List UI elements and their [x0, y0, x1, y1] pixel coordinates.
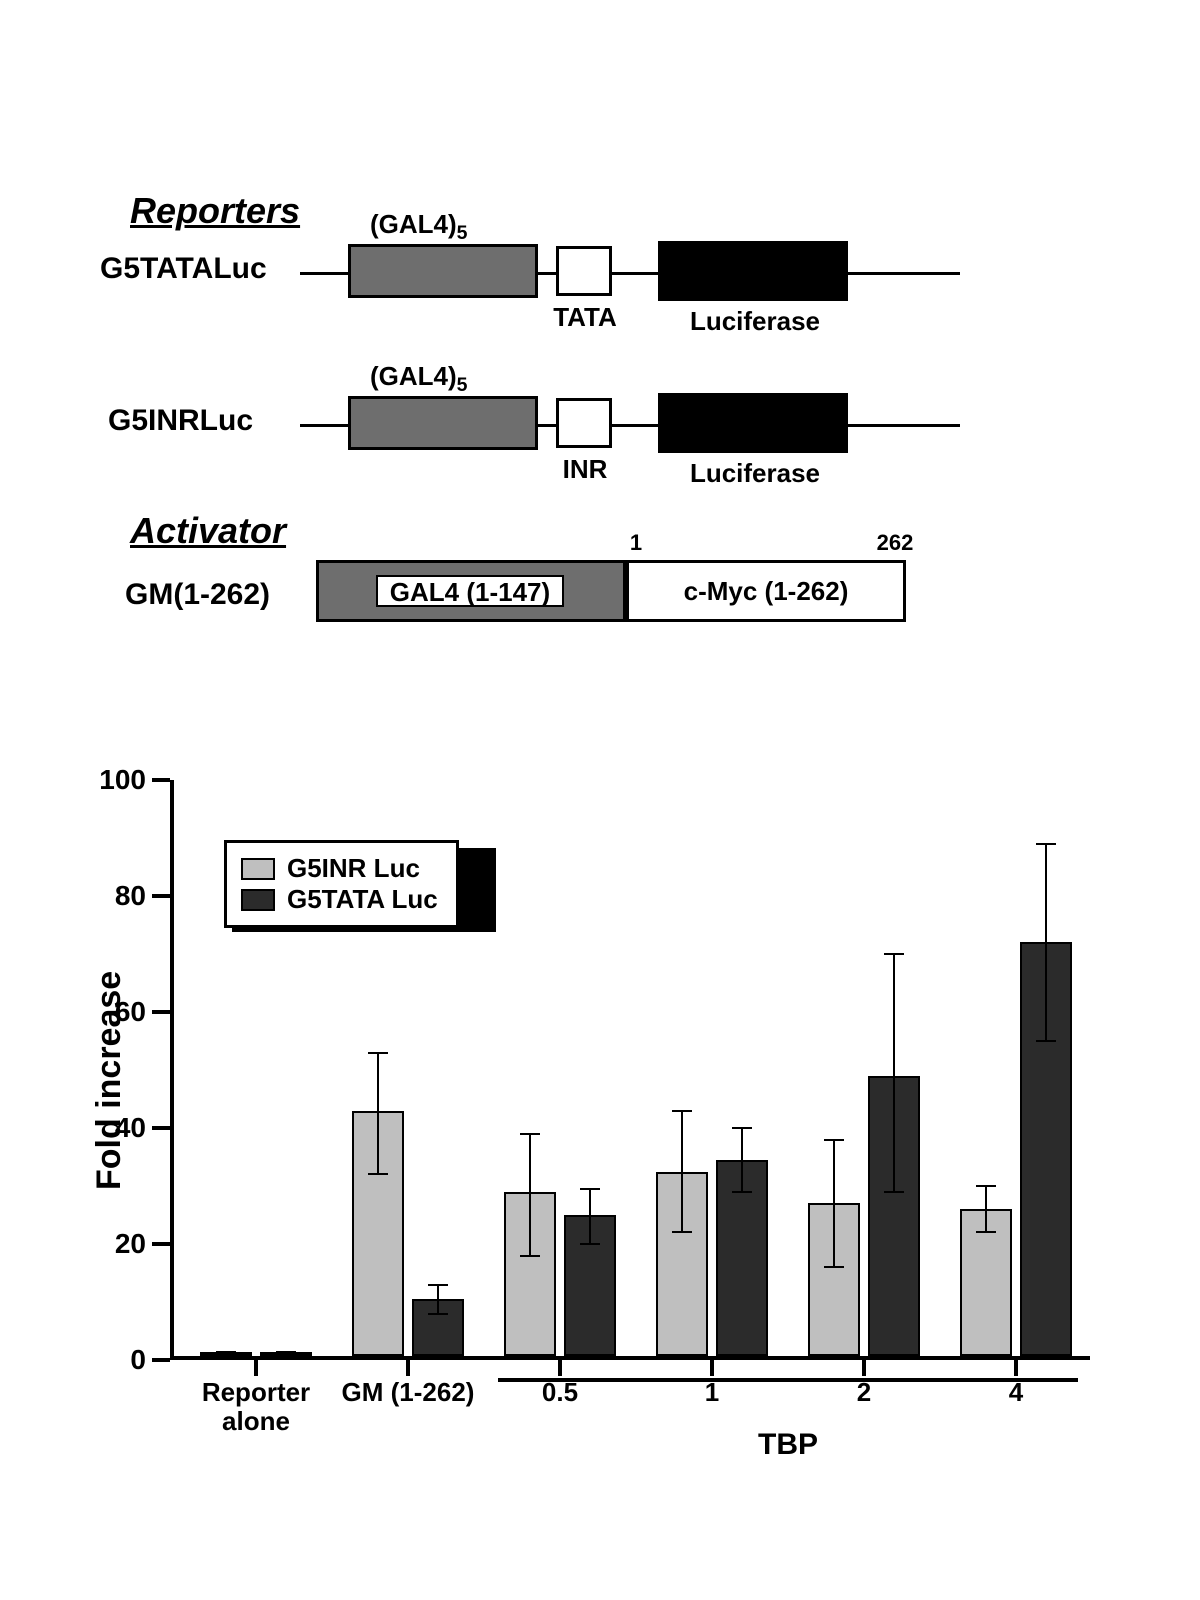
x-tick: [406, 1360, 410, 1376]
errorbar: [1045, 844, 1047, 1041]
errorbar-cap: [216, 1351, 236, 1353]
errorbar-cap: [884, 953, 904, 955]
errorbar: [589, 1189, 591, 1244]
reporter2-luc-label: Luciferase: [660, 458, 850, 489]
reporter1-tata-label: TATA: [548, 302, 622, 333]
errorbar-cap: [520, 1133, 540, 1135]
activator-name: GM(1-262): [125, 578, 270, 612]
errorbar: [833, 1140, 835, 1268]
reporter2-inr-box: [556, 398, 612, 448]
fold-increase-chart: 020406080100ReporteraloneGM (1-262)0.512…: [80, 760, 1120, 1480]
x-tick-label: 4: [1009, 1378, 1023, 1407]
errorbar-cap: [976, 1185, 996, 1187]
errorbar-cap: [672, 1231, 692, 1233]
activator-header: Activator: [130, 510, 286, 552]
errorbar-cap: [732, 1127, 752, 1129]
errorbar-cap: [824, 1139, 844, 1141]
y-tick: [152, 1126, 170, 1130]
errorbar-cap: [368, 1173, 388, 1175]
reporter1-gal4-text: (GAL4): [370, 209, 457, 239]
y-tick: [152, 1242, 170, 1246]
errorbar: [437, 1285, 439, 1314]
reporter2-gal4-text: (GAL4): [370, 361, 457, 391]
reporter1-gal4-label: (GAL4)5: [370, 209, 468, 245]
errorbar: [529, 1134, 531, 1256]
x-tick: [558, 1360, 562, 1376]
reporter1-gal4-sub: 5: [457, 222, 468, 244]
reporter1-luc-label: Luciferase: [660, 306, 850, 337]
y-axis-label: Fold increase: [90, 971, 129, 1190]
reporter1-tata-box: [556, 246, 612, 296]
errorbar-cap: [580, 1188, 600, 1190]
reporter2-name: G5INRLuc: [108, 404, 253, 438]
errorbar-cap: [216, 1355, 236, 1357]
errorbar-cap: [580, 1243, 600, 1245]
x-tick-label: Reporteralone: [202, 1378, 310, 1435]
reporter1-luc-box: [658, 241, 848, 301]
errorbar-cap: [368, 1052, 388, 1054]
errorbar: [377, 1053, 379, 1175]
errorbar-cap: [276, 1351, 296, 1353]
errorbar-cap: [428, 1284, 448, 1286]
y-tick-label: 80: [115, 880, 146, 912]
reporter2-inr-label: INR: [552, 454, 618, 485]
y-tick: [152, 778, 170, 782]
chart-legend: G5INR Luc G5TATA Luc: [224, 840, 459, 928]
reporter2-luc-box: [658, 393, 848, 453]
errorbar-cap: [824, 1266, 844, 1268]
x-tick-label: 1: [705, 1378, 719, 1407]
errorbar: [681, 1111, 683, 1233]
x-tick: [862, 1360, 866, 1376]
y-tick-label: 0: [130, 1344, 146, 1376]
x-tick: [1014, 1360, 1018, 1376]
reporter2-gal4-box: [348, 396, 538, 450]
errorbar: [985, 1186, 987, 1232]
errorbar-cap: [1036, 843, 1056, 845]
y-tick-label: 100: [99, 764, 146, 796]
y-tick: [152, 1010, 170, 1014]
errorbar-cap: [1036, 1040, 1056, 1042]
figure-page: Reporters G5TATALuc (GAL4)5 TATA Lucifer…: [0, 0, 1200, 1600]
errorbar-cap: [732, 1191, 752, 1193]
reporter2-gal4-sub: 5: [457, 374, 468, 396]
legend-swatch-1: [241, 889, 275, 911]
activator-pos-start: 1: [626, 530, 646, 556]
x-tick: [254, 1360, 258, 1376]
errorbar-cap: [276, 1355, 296, 1357]
y-tick-label: 20: [115, 1228, 146, 1260]
errorbar-cap: [884, 1191, 904, 1193]
y-tick: [152, 1358, 170, 1362]
x-tick-label: 0.5: [542, 1378, 578, 1407]
reporters-header: Reporters: [130, 190, 300, 232]
errorbar-cap: [428, 1313, 448, 1315]
errorbar-cap: [672, 1110, 692, 1112]
legend-label-0: G5INR Luc: [287, 853, 420, 884]
legend-item-1: G5TATA Luc: [241, 884, 438, 915]
errorbar-cap: [976, 1231, 996, 1233]
x-tick: [710, 1360, 714, 1376]
reporter1-name: G5TATALuc: [100, 252, 267, 286]
x-tick-label: GM (1-262): [342, 1378, 475, 1407]
activator-left-label: GAL4 (1-147): [376, 577, 564, 608]
tbp-group-line: [498, 1378, 1078, 1382]
errorbar: [893, 954, 895, 1192]
tbp-label: TBP: [758, 1428, 818, 1462]
y-tick: [152, 894, 170, 898]
errorbar-cap: [520, 1255, 540, 1257]
reporter2-gal4-label: (GAL4)5: [370, 361, 468, 397]
legend-label-1: G5TATA Luc: [287, 884, 438, 915]
legend-swatch-0: [241, 858, 275, 880]
errorbar: [741, 1128, 743, 1192]
reporter1-gal4-box: [348, 244, 538, 298]
y-axis: [170, 780, 174, 1360]
activator-right-label: c-Myc (1-262): [636, 576, 896, 607]
x-axis: [170, 1356, 1090, 1360]
legend-item-0: G5INR Luc: [241, 853, 438, 884]
activator-pos-end: 262: [870, 530, 920, 556]
x-tick-label: 2: [857, 1378, 871, 1407]
